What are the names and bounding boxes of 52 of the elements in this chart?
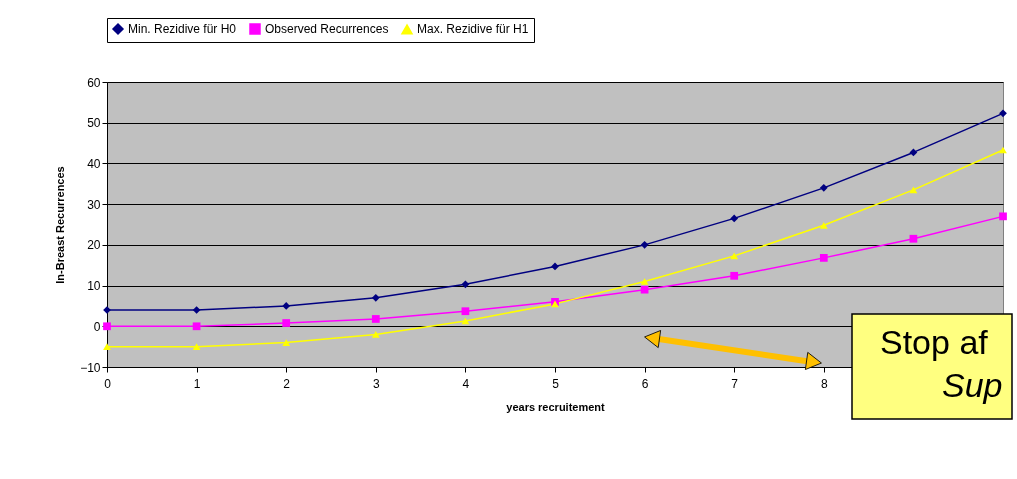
y-tick-label: 10 [87, 279, 101, 294]
y-tick-label: 20 [87, 238, 101, 253]
x-tick-label: 1 [193, 376, 201, 391]
point [999, 146, 1007, 154]
annotation: Stop af [880, 323, 989, 361]
point [640, 278, 649, 285]
point [909, 234, 918, 243]
point [371, 315, 380, 323]
point [282, 319, 291, 327]
point [461, 280, 470, 289]
x-tick-label: 4 [462, 376, 470, 391]
point [551, 262, 559, 271]
point [103, 343, 111, 350]
point [730, 271, 739, 280]
legend-label: Min. Rezidive für H0 [128, 22, 237, 36]
point [461, 307, 470, 316]
point [371, 293, 380, 302]
point [640, 240, 649, 249]
annotation: Sup [942, 366, 1003, 404]
point [282, 339, 291, 346]
point [730, 214, 739, 223]
y-tick-label: −10 [80, 360, 101, 375]
point [819, 183, 828, 192]
point [819, 221, 828, 229]
x-tick-label: 3 [372, 376, 380, 391]
point [192, 343, 201, 350]
point [282, 302, 291, 310]
y-tick-label: 50 [87, 116, 101, 131]
y-tick-label: 30 [87, 197, 101, 212]
point [909, 148, 918, 157]
point [730, 252, 739, 260]
legend-label: Observed Recurrences [265, 22, 389, 36]
x-tick-label: 2 [283, 376, 291, 391]
point [819, 254, 828, 262]
x-tick-label: 8 [820, 376, 828, 391]
y-axis-title: In-Breast Recurrences [54, 166, 67, 284]
x-tick-label: 0 [104, 376, 112, 391]
point [371, 331, 380, 338]
point [192, 322, 201, 331]
y-tick-label: 60 [87, 75, 101, 90]
x-tick-label: 5 [552, 376, 560, 391]
x-tick-label: 7 [731, 376, 739, 391]
point [999, 109, 1007, 118]
x-tick-label: 6 [641, 376, 649, 391]
x-axis-title: years recruitement [506, 400, 606, 413]
y-tick-label: 0 [93, 319, 101, 334]
point [999, 212, 1007, 221]
point [909, 186, 918, 194]
point [640, 285, 649, 294]
point [192, 306, 201, 314]
y-tick-label: 40 [87, 156, 101, 171]
legend-label: Max. Rezidive für H1 [417, 22, 529, 37]
